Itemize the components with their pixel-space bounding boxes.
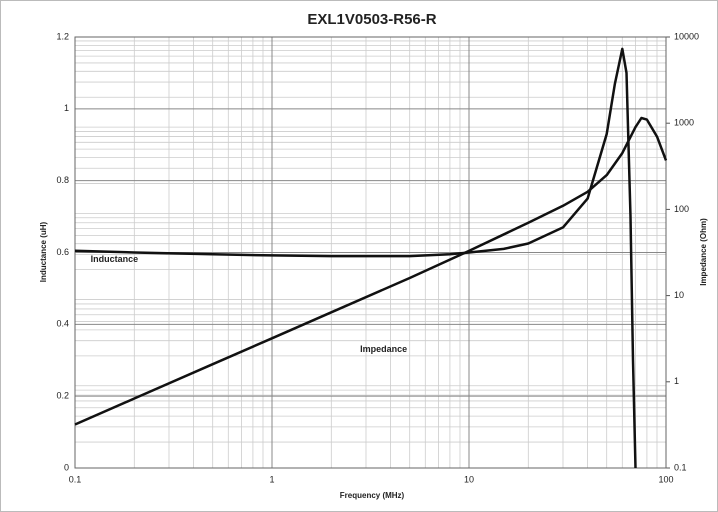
y2-tick-label: 0.1	[674, 462, 687, 472]
x-axis-label: Frequency (MHz)	[340, 491, 405, 500]
y2-tick-label: 100	[674, 204, 689, 214]
plot-border	[74, 36, 667, 469]
x-tick-label: 100	[658, 474, 673, 484]
series-line	[74, 116, 668, 426]
y-tick-label: 0.8	[56, 175, 69, 185]
x-tick-label: 1	[269, 474, 274, 484]
y-axis-label: Inductance (uH)	[39, 221, 48, 282]
y2-tick-label: 1	[674, 376, 679, 386]
y-tick-label: 1	[64, 103, 69, 113]
chart-title: EXL1V0503-R56-R	[307, 11, 436, 28]
annotation: Inductance	[91, 254, 139, 264]
y-tick-label: 0.4	[56, 319, 69, 329]
y2-tick-label: 1000	[674, 118, 694, 128]
y-tick-label: 0.6	[56, 247, 69, 257]
y2-axis-label: Impedance (Ohm)	[699, 218, 708, 286]
y-tick-label: 0.2	[56, 391, 69, 401]
y2-tick-label: 10000	[674, 31, 699, 41]
y-tick-label: 0	[64, 462, 69, 472]
x-tick-label: 10	[464, 474, 474, 484]
series-line	[74, 47, 637, 469]
x-tick-label: 0.1	[69, 474, 82, 484]
y2-tick-label: 10	[674, 290, 684, 300]
annotation: Impedance	[360, 344, 407, 354]
y-tick-label: 1.2	[56, 31, 69, 41]
